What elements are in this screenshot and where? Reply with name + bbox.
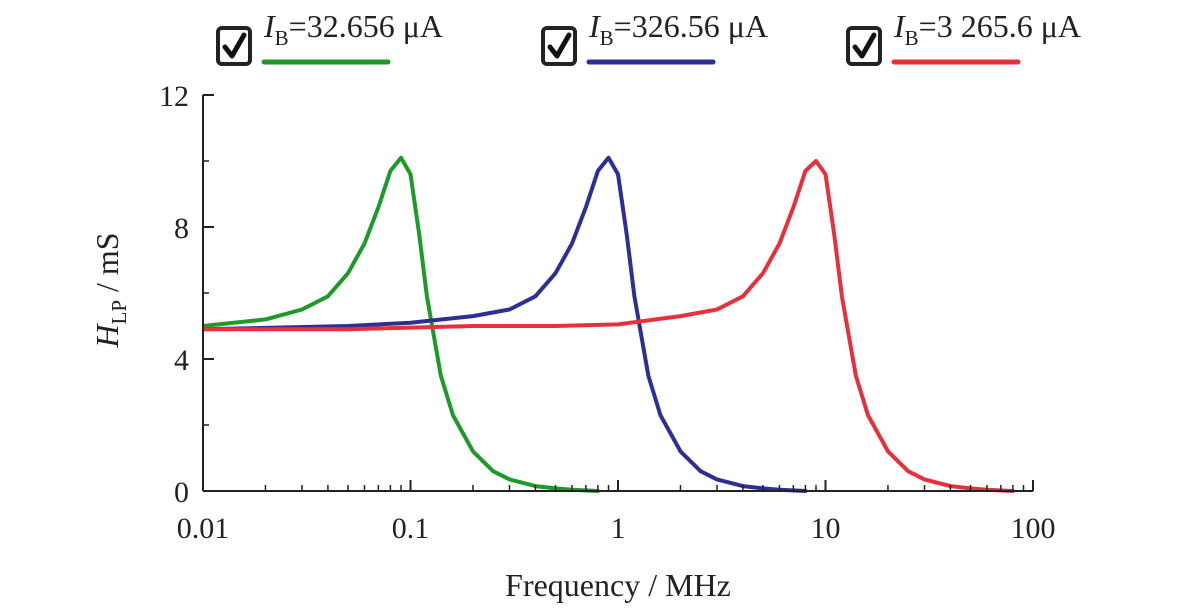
y-axis-subscript: LP <box>107 300 131 325</box>
series-line-3 <box>203 159 1015 493</box>
legend-subscript: B <box>275 26 289 50</box>
y-tick-label: 12 <box>159 80 189 113</box>
legend-subscript: B <box>905 26 919 50</box>
y-ticks: 0 4 8 12 <box>159 80 214 509</box>
series-line-1 <box>203 155 600 493</box>
y-axis-unit: / mS <box>89 232 125 300</box>
series-line-2 <box>203 155 808 493</box>
legend-label-2: IB=326.56 μA <box>588 8 768 50</box>
legend-value: =32.656 μA <box>289 8 443 44</box>
y-axis-symbol: H <box>89 323 125 349</box>
y-tick-label: 0 <box>174 476 189 509</box>
legend-item-3[interactable]: IB=3 265.6 μA <box>846 8 1081 66</box>
y-axis-title: HLP / mS <box>89 232 131 348</box>
x-tick-label: 100 <box>1011 512 1056 545</box>
x-axis-title: Frequency / MHz <box>505 567 731 603</box>
legend-symbol: I <box>588 8 601 44</box>
legend-checkbox-2[interactable] <box>541 26 577 66</box>
checkmark-icon <box>852 32 877 59</box>
legend-label-3: IB=3 265.6 μA <box>893 8 1081 50</box>
legend-item-2[interactable]: IB=326.56 μA <box>541 8 768 66</box>
legend-subscript: B <box>600 26 614 50</box>
legend-symbol: I <box>263 8 276 44</box>
y-tick-label: 4 <box>174 344 189 377</box>
legend-item-1[interactable]: IB=32.656 μA <box>216 8 443 66</box>
checkmark-icon <box>222 32 247 59</box>
x-ticks: 0.01 0.1 1 10 100 <box>177 480 1056 545</box>
legend-checkbox-1[interactable] <box>216 26 252 66</box>
x-tick-label: 0.01 <box>177 512 230 545</box>
checkmark-icon <box>547 32 572 59</box>
x-tick-label: 0.1 <box>392 512 430 545</box>
legend-checkbox-3[interactable] <box>846 26 882 66</box>
legend: IB=32.656 μA IB=326.56 μA IB=3 265.6 μA <box>216 8 1081 66</box>
legend-value: =3 265.6 μA <box>919 8 1081 44</box>
x-tick-label: 1 <box>611 512 626 545</box>
legend-symbol: I <box>893 8 906 44</box>
x-tick-label: 10 <box>811 512 841 545</box>
y-tick-label: 8 <box>174 212 189 245</box>
legend-value: =326.56 μA <box>614 8 768 44</box>
legend-label-1: IB=32.656 μA <box>263 8 443 50</box>
plot-area: 0.01 0.1 1 10 100 0 4 8 12 <box>159 80 1056 545</box>
series-layer <box>203 155 1015 493</box>
